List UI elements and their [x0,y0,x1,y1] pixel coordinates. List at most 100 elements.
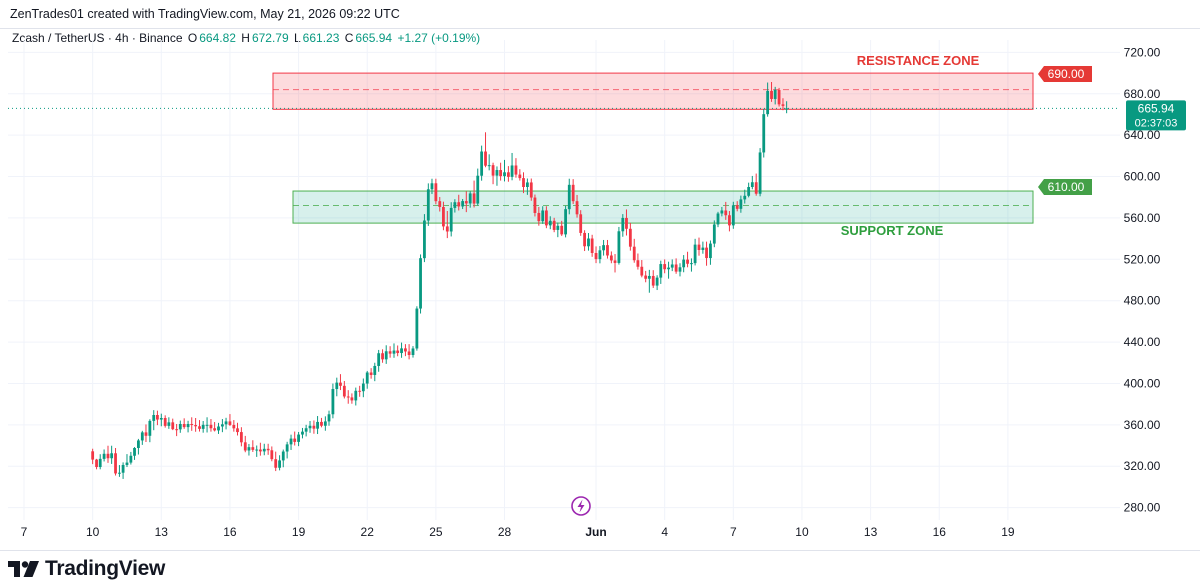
candle-body [567,184,571,210]
price-chart[interactable]: RESISTANCE ZONE SUPPORT ZONE 720.00 680.00… [0,0,1200,550]
candle-body [186,424,190,428]
candle-body [625,217,628,229]
candle-body [522,178,525,187]
candle-body [544,210,548,226]
zones-layer: RESISTANCE ZONE SUPPORT ZONE [272,53,1034,238]
last-price-tag [1126,100,1186,131]
tradingview-logo[interactable]: TradingView [8,557,166,580]
x-tick-label: 22 [361,525,375,539]
candle-body [411,348,415,355]
candle-body [152,415,156,421]
candle-body [381,353,384,360]
resistance-price-tag: 690.00 [1048,67,1085,81]
resistance-zone [272,72,1034,110]
candle-body [426,189,430,221]
candle-body [228,421,232,425]
candle-body [121,464,125,473]
candle-body [449,207,453,232]
candle-body [709,243,712,259]
candle-body [98,458,102,468]
candle-body [423,220,426,259]
x-tick-label: 10 [795,525,809,539]
candle-body [606,245,609,256]
candle-body [518,174,522,179]
candle-body [754,182,758,194]
candle-body [663,264,667,270]
candle-body [777,89,781,105]
candle-body [301,431,304,435]
candle-body [464,201,468,204]
candle-body [743,195,747,200]
support-zone [292,190,1034,224]
candle-body [690,263,693,265]
candle-body [285,444,289,452]
symbol-title[interactable]: Zcash / TetherUS · 4h · Binance [12,31,183,45]
tradingview-wordmark: TradingView [45,557,166,580]
candle-body [255,449,259,451]
candle-body [693,244,697,264]
attribution-bar: ZenTrades01 created with TradingView.com… [0,0,1200,28]
candle-body [346,396,350,398]
candle-body [537,212,541,222]
candle-body [331,389,335,415]
candle-body [114,453,117,474]
x-tick-label: 13 [155,525,169,539]
candle-body [766,90,770,115]
candles-layer [91,82,789,479]
support-price-tag: 610.00 [1048,180,1085,194]
candle-body [224,421,228,425]
candle-body [239,432,243,443]
candle-body [167,422,171,426]
candle-body [278,460,281,468]
candle-body [91,451,95,460]
price-tags: 665.94 02:37:03 690.00 610.00 [1038,66,1186,195]
candle-body [434,183,438,202]
candle-body [159,418,163,420]
candle-body [304,428,308,432]
candle-body [182,424,186,428]
candle-body [739,199,743,209]
candle-body [361,383,365,392]
candle-body [598,250,602,260]
candle-body [205,424,209,426]
candle-body [404,348,407,352]
candle-body [251,447,255,450]
low-label: L [293,31,301,45]
candle-body [773,89,777,99]
change-value: +1.27 (+0.19%) [397,31,481,45]
candle-body [613,260,617,263]
candle-body [506,172,510,177]
attribution-text: ZenTrades01 created with TradingView.com… [10,7,400,21]
y-tick-label: 520.00 [1124,252,1161,266]
x-tick-label: 19 [292,525,306,539]
candle-body [575,201,579,215]
candle-body [590,238,594,253]
candle-body [525,182,529,187]
symbol-legend[interactable]: Zcash / TetherUS · 4h · Binance O 664.82 … [12,31,482,45]
countdown-value: 02:37:03 [1135,117,1178,129]
x-tick-label: 25 [429,525,443,539]
candle-body [258,449,262,452]
candle-body [632,246,636,261]
x-tick-label: 7 [21,525,28,539]
candle-body [442,206,445,227]
candle-body [106,453,110,459]
candle-body [217,426,220,431]
candle-body [243,442,247,451]
candle-body [480,151,484,176]
candle-body [548,220,552,226]
event-icon[interactable] [571,496,591,516]
candle-body [720,210,724,214]
support-price-tag-shape [1038,179,1092,195]
candle-body [644,275,648,279]
y-axis: 720.00 680.00 640.00 600.00 560.00 520.00 480.… [1124,45,1161,514]
candle-body [400,348,403,354]
candle-body [583,232,586,247]
candle-body [369,372,373,375]
candle-body [628,228,632,247]
candle-body [682,259,686,268]
candle-body [617,231,621,263]
candle-body [430,183,434,190]
candle-body [640,266,644,276]
candle-body [705,247,708,259]
